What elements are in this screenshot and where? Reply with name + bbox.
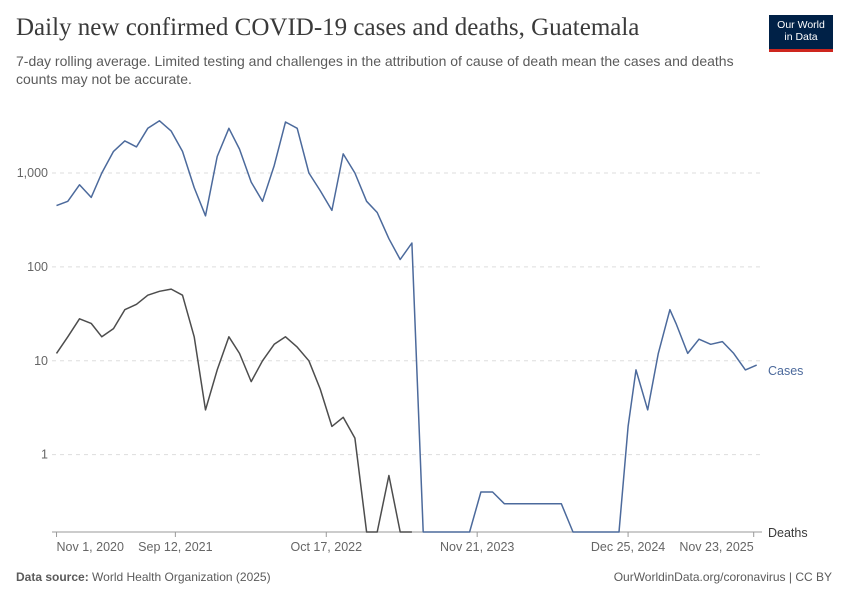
x-tick-label: Sep 12, 2021 [138,540,212,554]
chart-subtitle: 7-day rolling average. Limited testing a… [16,53,734,87]
series-labels: Cases Deaths [768,364,808,540]
footer-url[interactable]: OurWorldinData.org/coronavirus | CC BY [613,570,832,584]
y-tick-label: 1 [41,448,48,462]
chart-title: Daily new confirmed COVID-19 cases and d… [16,14,640,41]
x-tick-label: Nov 23, 2025 [679,540,753,554]
y-axis-ticks: 1 10 100 1,000 [17,166,48,462]
x-tick-label: Nov 1, 2020 [57,540,124,554]
series-layer [55,120,757,533]
data-source-label: Data source: [16,570,89,584]
x-tick-label: Oct 17, 2022 [290,540,362,554]
x-tick-label: Dec 25, 2024 [591,540,665,554]
y-tick-label: 10 [34,354,48,368]
logo-line-1: Our World [777,19,825,31]
series-line-cases [56,120,757,533]
x-tick-label: Nov 21, 2023 [440,540,514,554]
owid-logo[interactable]: Our World in Data [769,15,833,52]
y-tick-label: 1,000 [17,166,48,180]
grid-layer [52,172,762,456]
data-source: Data source: World Health Organization (… [16,570,271,584]
series-line-deaths [55,288,412,533]
x-axis-ticks: Nov 1, 2020 Sep 12, 2021 Oct 17, 2022 Nov 2… [52,531,762,554]
logo-line-2: in Data [784,31,818,43]
series-label-deaths: Deaths [768,526,808,540]
series-label-cases: Cases [768,364,803,378]
data-source-text: World Health Organization (2025) [92,570,271,584]
y-tick-label: 100 [27,260,48,274]
